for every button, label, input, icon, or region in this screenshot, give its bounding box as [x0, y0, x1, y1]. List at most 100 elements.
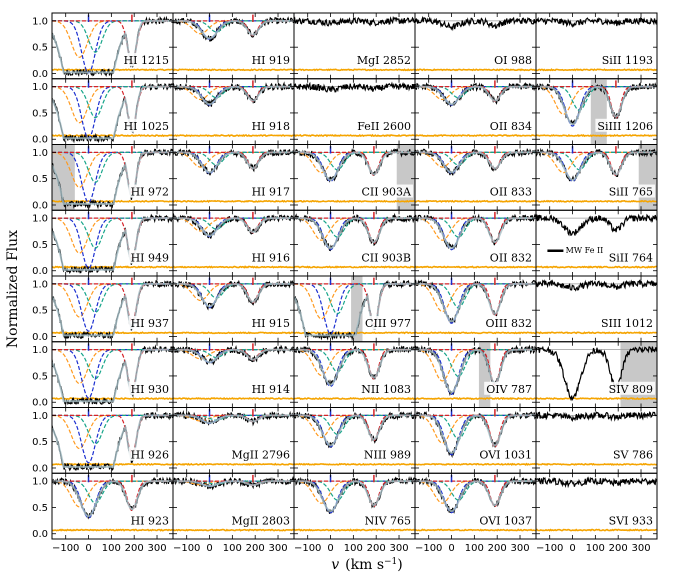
x-tick-label: −100: [536, 543, 563, 554]
x-axis-label: v (km s−1): [331, 557, 403, 573]
panel-frame: [51, 275, 174, 343]
error-spectrum: [294, 265, 415, 269]
component-fit-1: [415, 151, 536, 175]
component-fit-1: [52, 480, 173, 519]
x-tick-label: 100: [586, 543, 605, 554]
error-spectrum: [173, 462, 294, 466]
total-model: [173, 348, 294, 364]
y-tick-label: 0.0: [32, 266, 48, 277]
total-model: [536, 151, 657, 181]
panel-label-bg: [229, 447, 292, 461]
error-spectrum: [294, 133, 415, 138]
total-model: [52, 480, 173, 518]
panel-label-bg: [487, 118, 534, 132]
panel-cii-903a: CII 903A: [293, 144, 416, 211]
y-tick-label: 0.5: [32, 108, 48, 119]
component-fit-2: [52, 20, 173, 53]
x-tick-label: −100: [52, 543, 79, 554]
panel-label: HI 1215: [124, 54, 169, 67]
panel-siii-1012: SIII 1012: [535, 275, 658, 343]
panel-hi-923: −100 0 100 200 300 0.0 0.5 1.0 HI 923: [32, 472, 174, 554]
error-spectrum: [415, 265, 536, 269]
component-fit-3: [52, 86, 173, 129]
panel-label-bg: [492, 53, 534, 67]
panel-label-bg: [359, 381, 413, 395]
x-tick-label: 300: [631, 543, 650, 554]
error-spectrum: [415, 199, 536, 203]
y-tick-label: 0.5: [32, 371, 48, 382]
x-tick-label: 100: [465, 543, 484, 554]
panel-hi-919: HI 919: [172, 12, 295, 80]
panel-label-bg: [606, 250, 655, 264]
error-spectrum: [173, 199, 294, 203]
component-fit-3: [415, 414, 536, 448]
flux-data: [294, 81, 415, 93]
panel-label-bg: [598, 316, 655, 330]
panel-label-bg: [363, 316, 413, 330]
component-fit-0: [415, 414, 536, 444]
component-fit-1: [173, 20, 294, 40]
panel-label: OI 988: [494, 54, 532, 67]
panel-label-bg: [611, 447, 655, 461]
panel-label: SiIII 1206: [597, 120, 653, 133]
component-fit-0: [52, 217, 173, 254]
flux-data: [536, 16, 657, 28]
y-tick-label: 0.0: [32, 529, 48, 540]
error-spectrum: [173, 68, 294, 72]
x-tick-label: 0: [569, 543, 575, 554]
y-tick-label: 1.0: [32, 279, 48, 290]
masked-region: [478, 341, 491, 408]
x-tick-label: 200: [609, 543, 628, 554]
panel-label-bg: [128, 447, 171, 461]
panel-label-bg: [354, 53, 413, 67]
component-fit-1: [415, 217, 536, 251]
panel-label: CII 903A: [361, 186, 412, 199]
panel-label-bg: [361, 447, 413, 461]
x-tick-label: 200: [488, 543, 507, 554]
panel-niv-765: −100 0 100 200 300 NIV 765: [293, 472, 416, 554]
y-tick-label: 0.5: [32, 240, 48, 251]
panel-hi-1215: 0.0 0.5 1.0 HI 1215: [32, 12, 174, 80]
component-fit-1: [173, 217, 294, 238]
y-tick-label: 0.5: [32, 306, 48, 317]
total-model: [52, 217, 173, 271]
panel-label: SVI 933: [609, 514, 653, 527]
panel-svi-933: −100 0 100 200 300 SVI 933: [535, 472, 658, 554]
y-tick-label: 1.0: [32, 148, 48, 159]
panel-label: HI 914: [252, 383, 290, 396]
component-fit-3: [415, 349, 536, 386]
x-tick-label: 0: [85, 543, 91, 554]
component-fit-2: [52, 349, 173, 380]
panel-grid: 0.0 0.5 1.0 HI 1215 HI 919 MgI 2852 OI 988 SiII…: [32, 12, 658, 554]
panel-label-bg: [121, 53, 171, 67]
panel-label: NIII 989: [364, 449, 411, 462]
panel-oii-834: OII 834: [414, 78, 537, 145]
total-model: [52, 282, 173, 337]
panel-hi-926: 0.0 0.5 1.0 HI 926: [32, 407, 174, 474]
error-spectrum: [536, 331, 657, 335]
flux-data: [294, 15, 415, 27]
y-tick-label: 0.5: [32, 437, 48, 448]
error-spectrum: [536, 265, 657, 269]
panel-label-bg: [128, 513, 171, 527]
flux-data: [294, 147, 415, 183]
panel-label: OIV 787: [486, 383, 532, 396]
y-tick-label: 0.0: [32, 463, 48, 474]
total-model: [52, 19, 173, 74]
panel-label: OVI 1031: [479, 449, 532, 462]
panel-label-bg: [477, 513, 534, 527]
panel-mgi-2852: MgI 2852: [293, 12, 416, 80]
panel-label: SIV 809: [609, 383, 653, 396]
total-model: [294, 414, 415, 447]
total-model: [536, 85, 657, 126]
error-spectrum: [294, 68, 415, 72]
x-tick-label: 300: [389, 543, 408, 554]
y-axis-label: Normalized Flux: [5, 230, 21, 348]
component-fit-2: [52, 86, 173, 119]
panel-label: SiII 765: [609, 186, 653, 199]
error-spectrum: [536, 528, 657, 532]
total-model: [173, 217, 294, 237]
panel-label: SV 786: [613, 449, 653, 462]
panel-frame: [535, 472, 658, 540]
component-fit-0: [52, 414, 173, 450]
